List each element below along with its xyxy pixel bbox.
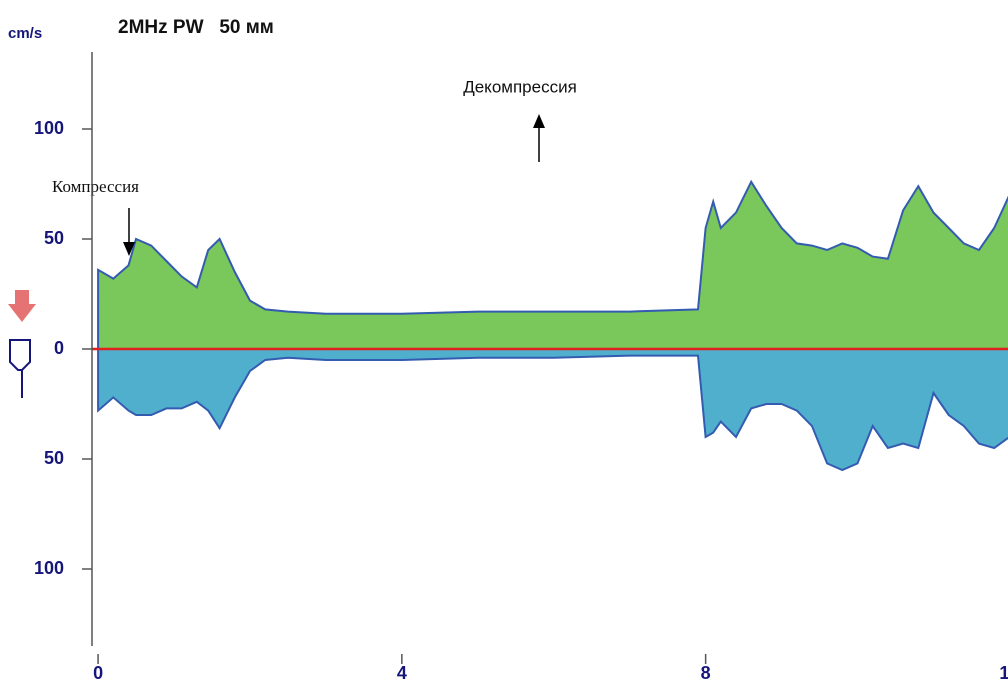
spectrum-area [97,348,1008,472]
x-tick-label: 0 [93,663,103,683]
annotation: Компрессия [52,177,139,196]
chart-title: 2MHz PW 50 мм [118,17,274,38]
annotation-arrowhead [533,114,545,128]
y-tick-label: 50 [44,448,64,468]
y-tick-label: 50 [44,228,64,248]
annotation-arrowhead [123,242,135,256]
x-tick-label: 8 [701,663,711,683]
y-tick-label: 100 [34,118,64,138]
y-tick-label: 0 [54,338,64,358]
x-tick-label: 4 [397,663,407,683]
y-tick-label: 100 [34,558,64,578]
plot-area [92,179,1008,472]
y-axis-label: cm/s [8,25,42,42]
annotation: Декомпрессия [463,77,577,96]
probe-icon [8,290,36,398]
spectrum-area [97,179,1008,350]
x-tick-label: 12 [999,663,1008,683]
